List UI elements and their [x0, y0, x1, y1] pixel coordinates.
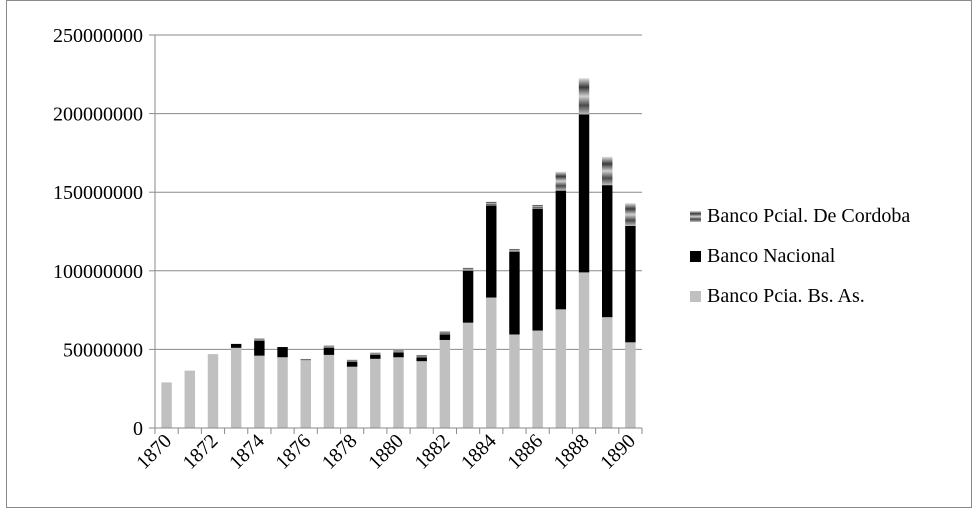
x-tick-label: 1874 [225, 430, 269, 474]
bar-banco-nacional-1880 [393, 352, 404, 358]
bar-banco-nacional-1885 [509, 251, 520, 335]
y-axis-tick-labels: 0 50000000 100000000 150000000 200000000 2500… [53, 25, 143, 440]
bar-banco-pcia-bs-as-1874 [254, 355, 265, 428]
bar-banco-nacional-1878 [346, 361, 358, 367]
bar-banco-nacional-1886 [532, 208, 543, 331]
bar-banco-pcia-bs-as-1873 [230, 347, 242, 428]
bar-banco-nacional-1877 [323, 347, 335, 355]
bar-banco-pcia-bs-as-1876 [300, 360, 311, 428]
gridlines [155, 34, 642, 350]
x-axis-tick-labels: 1870 1872 1874 1876 1878 1880 1882 1884 1886 1888… [132, 430, 640, 474]
chart-frame: 0 50000000 100000000 150000000 200000000 2500… [6, 0, 972, 508]
x-tick-label: 1878 [318, 430, 362, 474]
legend-swatch [690, 251, 701, 262]
legend: Banco Pcial. De Cordoba Banco Nacional Ban… [690, 205, 910, 307]
bar-banco-pcia-bs-as-1872 [207, 354, 219, 428]
bar-banco-pcia-bs-as-1886 [532, 330, 543, 428]
x-tick-label: 1890 [596, 430, 640, 474]
bar-banco-nacional-1888 [578, 114, 590, 273]
bar-banco-pcia-bs-as-1877 [323, 354, 335, 428]
bar-banco-pcial-de-cordoba-1881 [416, 354, 427, 358]
x-tick-label: 1888 [550, 430, 594, 474]
bar-banco-pcial-de-cordoba-1882 [439, 331, 451, 335]
bar-banco-pcia-bs-as-1881 [416, 361, 427, 428]
bar-banco-nacional-1881 [416, 357, 427, 362]
bar-banco-pcia-bs-as-1888 [578, 272, 590, 428]
stacked-bar-chart: 0 50000000 100000000 150000000 200000000 2500… [53, 25, 910, 474]
bar-banco-pcia-bs-as-1883 [462, 322, 474, 428]
bar-banco-pcial-de-cordoba-1887 [555, 171, 567, 191]
x-tick-label: 1876 [271, 430, 315, 474]
bar-banco-pcia-bs-as-1889 [602, 317, 613, 428]
x-tick-label: 1884 [457, 430, 501, 474]
legend-label: Banco Pcial. De Cordoba [707, 205, 910, 227]
bars [161, 78, 636, 428]
bar-banco-pcial-de-cordoba-1879 [370, 352, 381, 355]
bar-banco-nacional-1887 [555, 190, 567, 310]
legend-label: Banco Pcia. Bs. As. [707, 285, 865, 307]
legend-label: Banco Nacional [707, 245, 836, 267]
bar-banco-nacional-1882 [439, 334, 451, 340]
y-tick-label: 100000000 [53, 261, 143, 283]
bar-banco-pcial-de-cordoba-1885 [509, 248, 520, 252]
bar-banco-nacional-1874 [254, 340, 265, 356]
bar-banco-pcia-bs-as-1887 [555, 309, 567, 428]
bar-banco-nacional-1875 [277, 347, 288, 358]
bar-banco-nacional-1884 [486, 205, 497, 298]
bar-banco-pcial-de-cordoba-1880 [393, 350, 404, 353]
bar-banco-pcial-de-cordoba-1889 [602, 156, 613, 186]
bar-banco-pcial-de-cordoba-1876 [300, 358, 311, 361]
bar-banco-pcia-bs-as-1879 [370, 358, 381, 428]
bar-banco-nacional-1879 [370, 354, 381, 359]
legend-swatch [690, 211, 701, 222]
bar-banco-pcia-bs-as-1875 [277, 357, 288, 428]
bar-banco-pcia-bs-as-1885 [509, 334, 520, 428]
bar-banco-pcial-de-cordoba-1884 [486, 201, 497, 206]
bar-banco-nacional-1873 [230, 343, 242, 348]
bar-banco-pcia-bs-as-1882 [439, 339, 451, 428]
x-tick-label: 1872 [179, 430, 223, 474]
bar-banco-pcia-bs-as-1884 [486, 297, 497, 428]
legend-swatch [690, 291, 701, 302]
bar-banco-pcial-de-cordoba-1890 [625, 203, 636, 226]
bar-banco-pcia-bs-as-1870 [161, 382, 172, 428]
x-tick-label: 1882 [411, 430, 455, 474]
y-tick-label: 150000000 [53, 182, 143, 204]
y-tick-label: 200000000 [53, 104, 143, 126]
bar-banco-nacional-1883 [462, 270, 474, 323]
x-tick-label: 1886 [503, 430, 547, 474]
bar-banco-pcia-bs-as-1878 [346, 366, 358, 428]
bar-banco-pcia-bs-as-1890 [625, 342, 636, 428]
y-tick-label: 0 [133, 418, 143, 440]
bar-banco-pcial-de-cordoba-1883 [462, 267, 474, 271]
bar-banco-nacional-1889 [602, 185, 613, 318]
y-tick-label: 250000000 [53, 25, 143, 47]
bar-banco-pcia-bs-as-1880 [393, 357, 404, 428]
bar-banco-pcial-de-cordoba-1877 [323, 345, 335, 348]
bar-banco-pcial-de-cordoba-1874 [254, 338, 265, 341]
bar-banco-pcial-de-cordoba-1886 [532, 204, 543, 209]
bar-banco-pcia-bs-as-1871 [184, 370, 196, 428]
x-tick-label: 1880 [364, 430, 408, 474]
y-tick-label: 50000000 [63, 339, 143, 361]
axes [149, 34, 643, 434]
bar-banco-nacional-1890 [625, 226, 636, 343]
bar-banco-pcial-de-cordoba-1888 [578, 78, 590, 115]
bar-banco-pcial-de-cordoba-1878 [346, 359, 358, 362]
